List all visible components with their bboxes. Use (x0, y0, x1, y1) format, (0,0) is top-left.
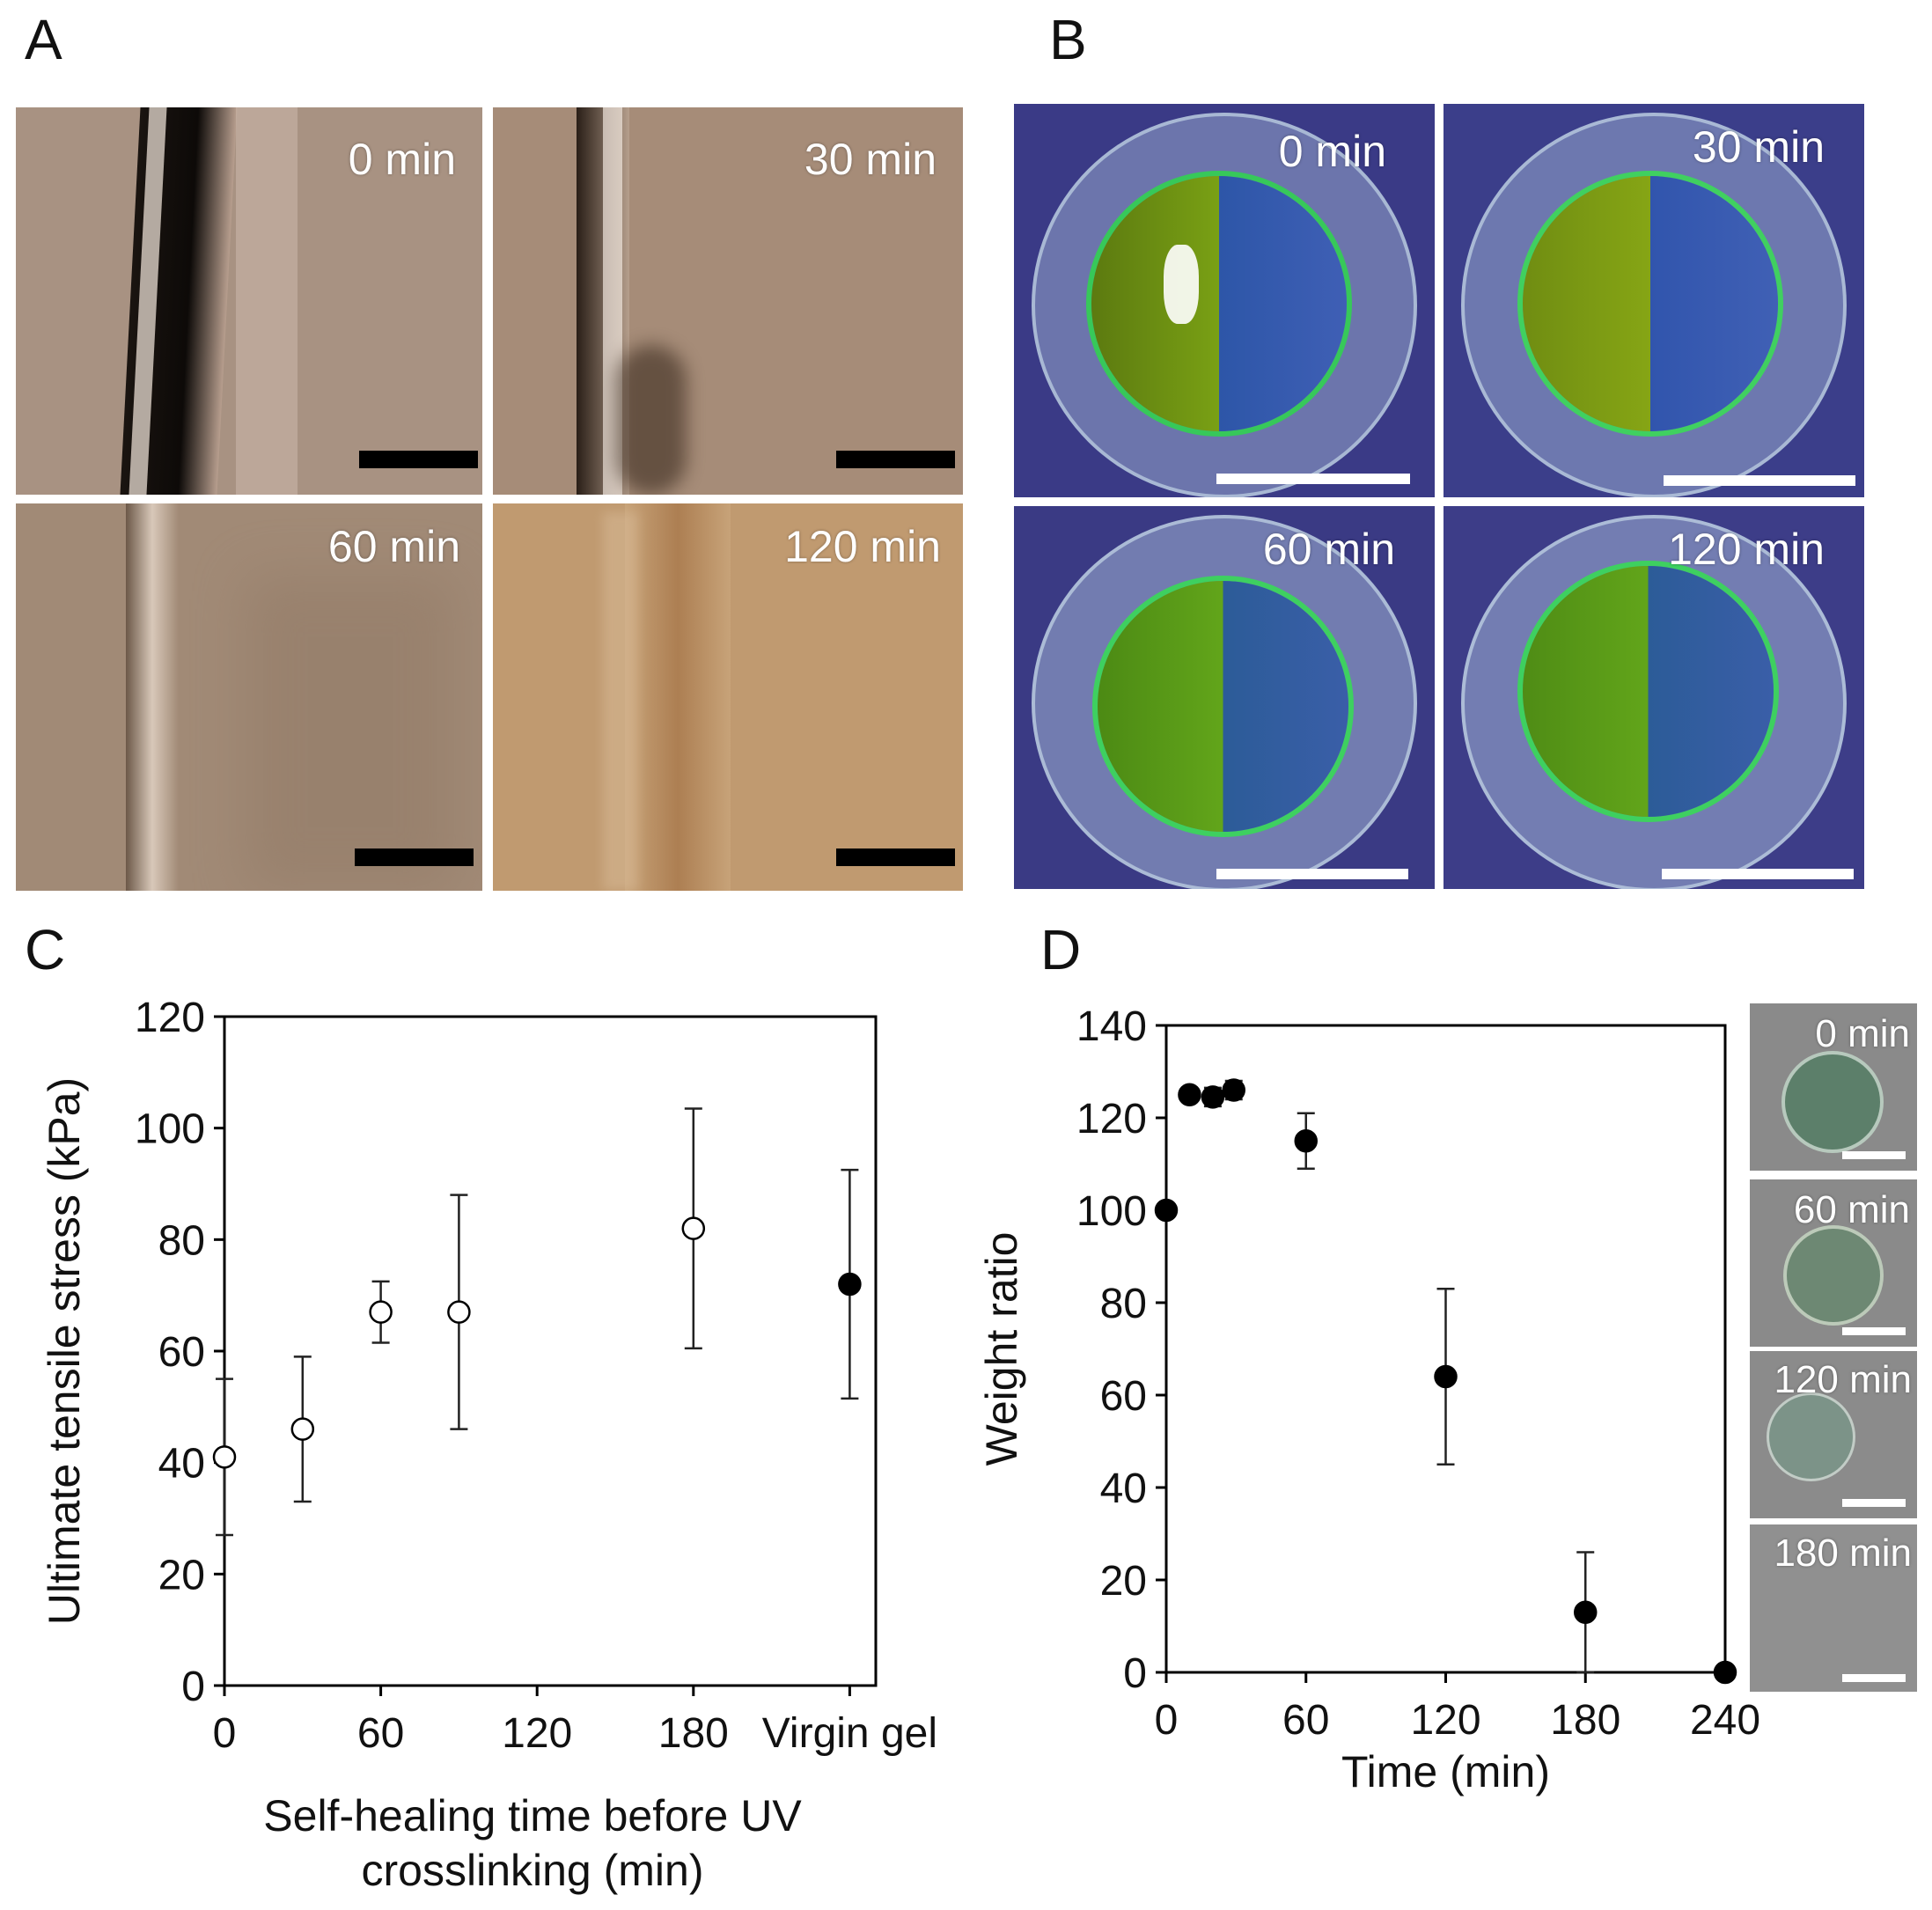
scale-bar (1664, 475, 1855, 486)
scale-bar (1842, 1151, 1906, 1159)
data-point-open (212, 1445, 237, 1469)
y-tick-label: 140 (1076, 1003, 1147, 1050)
image-label: 60 min (327, 522, 460, 571)
image-label: 120 min (784, 522, 941, 571)
scale-bar (359, 451, 478, 468)
micrograph-30min: 30 min (493, 107, 963, 495)
x-tick-label: 120 (502, 1710, 572, 1757)
hydrogel-photo-120min: 120 min (1443, 506, 1864, 889)
y-tick-label: 0 (1123, 1650, 1147, 1697)
data-point-open (681, 1216, 706, 1240)
data-point-filled (838, 1272, 862, 1297)
hydrogel-photo-0min: 0 min (1014, 104, 1435, 497)
scale-bar (836, 451, 955, 468)
panel-letter-a: A (25, 8, 62, 71)
image-label: 30 min (1692, 122, 1825, 172)
x-tick-label: Virgin gel (762, 1710, 937, 1757)
micrograph-0min: 0 min (16, 107, 482, 495)
image-label: 120 min (1668, 525, 1825, 574)
scale-bar (1216, 869, 1408, 879)
hydrogel-swelling-photo-60min: 60 min (1750, 1179, 1917, 1347)
y-tick-label: 100 (135, 1106, 205, 1153)
scale-bar (1216, 474, 1410, 484)
data-point-filled (1294, 1129, 1318, 1153)
data-point-filled (1574, 1600, 1598, 1624)
image-label: 0 min (1815, 1012, 1910, 1055)
y-axis-label: Ultimate tensile stress (kPa) (40, 1077, 89, 1625)
x-tick-label: 120 (1410, 1697, 1480, 1744)
x-axis-label: Time (min) (1341, 1747, 1550, 1796)
x-tick-label: 60 (357, 1710, 404, 1757)
panel-letter-c: C (25, 918, 66, 981)
x-tick-label: 0 (1155, 1697, 1179, 1744)
y-tick-label: 80 (1100, 1281, 1147, 1327)
scale-bar (1662, 869, 1854, 879)
plot-frame (223, 1015, 878, 1687)
data-point-open (447, 1300, 471, 1324)
image-label: 0 min (1278, 127, 1386, 176)
micrograph-60min: 60 min (16, 503, 482, 891)
hydrogel-swelling-photo-0min: 0 min (1750, 1003, 1917, 1171)
y-tick-label: 60 (1100, 1373, 1147, 1420)
data-point-filled (1222, 1078, 1245, 1102)
y-tick-label: 100 (1076, 1188, 1147, 1235)
y-tick-label: 60 (158, 1329, 205, 1376)
x-axis-label: Self-healing time before UV (263, 1791, 802, 1840)
image-label: 30 min (804, 135, 937, 184)
micrograph-120min: 120 min (493, 503, 963, 891)
image-label: 120 min (1774, 1358, 1912, 1401)
chart-weight-ratio: 0 20 40 60 80 100 120 140 0 60 120 180 240 Weight rat… (977, 1003, 1760, 1796)
x-tick-label: 240 (1690, 1697, 1760, 1744)
y-tick-label: 20 (158, 1552, 205, 1598)
y-tick-label: 20 (1100, 1558, 1147, 1605)
data-point-filled (1154, 1198, 1179, 1223)
chart-ultimate-tensile-stress: 0 20 40 60 80 100 120 0 60 120 180 Virgin gel Ultima… (40, 995, 937, 1895)
y-tick-label: 120 (1076, 1096, 1147, 1142)
hydrogel-photo-60min: 60 min (1014, 506, 1435, 889)
y-tick-label: 120 (135, 995, 205, 1041)
hydrogel-swelling-photo-120min: 120 min (1750, 1351, 1917, 1518)
y-tick-label: 40 (158, 1441, 205, 1488)
image-label: 0 min (348, 135, 456, 184)
hydrogel-swelling-photo-180min: 180 min (1750, 1524, 1917, 1692)
y-axis-label: Weight ratio (977, 1232, 1026, 1466)
data-point-filled (1178, 1083, 1201, 1106)
scale-bar (1842, 1674, 1906, 1682)
x-tick-label: 0 (213, 1710, 237, 1757)
panel-letter-b: B (1049, 8, 1087, 71)
y-tick-label: 0 (181, 1664, 205, 1710)
y-tick-label: 80 (158, 1217, 205, 1264)
image-label: 60 min (1793, 1188, 1910, 1231)
x-tick-label: 180 (1550, 1697, 1620, 1744)
data-point-filled (1713, 1660, 1737, 1685)
x-axis-label: crosslinking (min) (362, 1846, 704, 1895)
scale-bar (1842, 1499, 1906, 1507)
scale-bar (1842, 1327, 1906, 1335)
panel-letter-d: D (1040, 918, 1082, 981)
x-tick-label: 60 (1282, 1697, 1329, 1744)
x-tick-label: 180 (658, 1710, 729, 1757)
data-point-open (369, 1300, 393, 1324)
hydrogel-photo-30min: 30 min (1443, 104, 1864, 497)
image-label: 180 min (1774, 1532, 1912, 1575)
scale-bar (836, 848, 955, 866)
data-point-filled (1434, 1364, 1458, 1389)
y-tick-label: 40 (1100, 1466, 1147, 1512)
data-point-filled (1201, 1085, 1225, 1109)
scale-bar (355, 848, 474, 866)
image-label: 60 min (1262, 525, 1395, 574)
data-point-open (290, 1417, 315, 1441)
